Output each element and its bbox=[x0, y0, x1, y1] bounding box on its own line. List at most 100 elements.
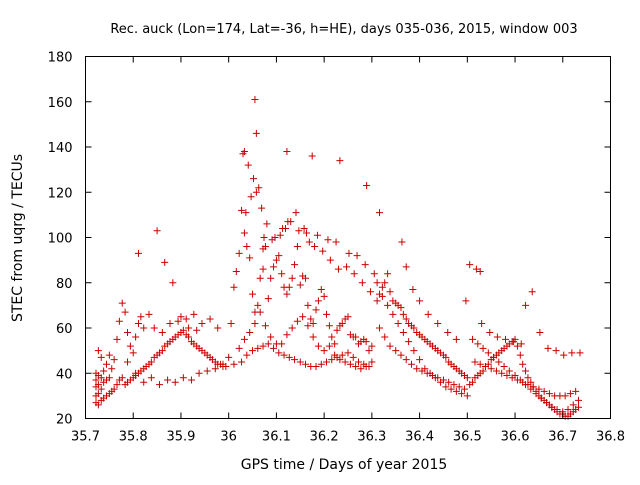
data-point bbox=[366, 288, 374, 296]
data-point bbox=[246, 329, 254, 337]
data-point bbox=[478, 319, 486, 327]
data-point bbox=[389, 310, 397, 318]
data-point bbox=[529, 383, 537, 391]
data-point bbox=[244, 161, 252, 169]
data-point bbox=[317, 360, 325, 368]
data-point bbox=[458, 390, 466, 398]
y-axis-label: STEC from uqrg / TECUs bbox=[10, 154, 26, 322]
data-point bbox=[232, 267, 240, 275]
data-point bbox=[279, 224, 287, 232]
data-point bbox=[455, 383, 463, 391]
data-point bbox=[140, 378, 148, 386]
data-point bbox=[255, 184, 263, 192]
data-point bbox=[155, 381, 163, 389]
data-point bbox=[524, 381, 532, 389]
data-point bbox=[94, 347, 102, 355]
data-point bbox=[407, 360, 415, 368]
x-tick-label: 35.8 bbox=[119, 430, 148, 445]
data-point bbox=[247, 193, 255, 201]
data-point bbox=[384, 301, 392, 309]
data-point bbox=[402, 315, 410, 323]
data-point bbox=[293, 317, 301, 325]
data-point bbox=[275, 349, 283, 357]
data-point bbox=[474, 340, 482, 348]
x-tick-label: 36.3 bbox=[357, 430, 386, 445]
data-point bbox=[519, 360, 527, 368]
data-point bbox=[328, 356, 336, 364]
data-point bbox=[296, 281, 304, 289]
data-point bbox=[118, 374, 126, 382]
data-point bbox=[291, 261, 299, 269]
data-point bbox=[113, 381, 121, 389]
data-point bbox=[500, 362, 508, 370]
data-point bbox=[487, 365, 495, 373]
data-point bbox=[276, 231, 284, 239]
y-tick-label: 120 bbox=[48, 186, 73, 201]
data-point bbox=[344, 349, 352, 357]
data-point bbox=[353, 252, 361, 260]
data-point bbox=[187, 376, 195, 384]
data-point bbox=[240, 229, 248, 237]
data-point bbox=[381, 333, 389, 341]
data-point bbox=[302, 229, 310, 237]
data-point bbox=[373, 279, 381, 287]
data-point bbox=[258, 204, 266, 212]
data-point bbox=[476, 360, 484, 368]
data-point bbox=[495, 358, 503, 366]
data-point bbox=[110, 356, 118, 364]
data-point bbox=[476, 267, 484, 275]
data-point bbox=[256, 274, 264, 282]
data-point bbox=[134, 249, 142, 257]
data-point bbox=[513, 376, 521, 384]
data-point bbox=[537, 394, 545, 402]
data-point bbox=[270, 344, 278, 352]
data-point bbox=[214, 324, 222, 332]
data-point bbox=[147, 374, 155, 382]
data-point bbox=[283, 148, 291, 156]
data-point bbox=[293, 243, 301, 251]
data-point bbox=[346, 360, 354, 368]
data-point bbox=[169, 279, 177, 287]
data-point bbox=[145, 310, 153, 318]
data-point bbox=[242, 209, 250, 217]
data-point bbox=[267, 333, 275, 341]
data-point bbox=[263, 220, 271, 228]
data-point bbox=[238, 358, 246, 366]
data-point bbox=[368, 358, 376, 366]
data-point bbox=[460, 385, 468, 393]
data-point bbox=[309, 319, 317, 327]
data-point bbox=[361, 261, 369, 269]
data-point bbox=[398, 238, 406, 246]
data-point bbox=[516, 351, 524, 359]
data-point bbox=[283, 290, 291, 298]
data-point bbox=[333, 353, 341, 361]
data-point bbox=[174, 317, 182, 325]
data-point bbox=[333, 326, 341, 334]
x-tick-label: 35.9 bbox=[166, 430, 195, 445]
data-point bbox=[490, 353, 498, 361]
data-point bbox=[254, 301, 262, 309]
data-point bbox=[442, 383, 450, 391]
data-point bbox=[250, 175, 257, 183]
data-point bbox=[405, 338, 413, 346]
data-point bbox=[341, 358, 349, 366]
data-point bbox=[384, 270, 392, 278]
data-point bbox=[240, 148, 248, 156]
data-point bbox=[553, 405, 561, 413]
data-point bbox=[469, 335, 477, 343]
data-point bbox=[103, 360, 110, 368]
y-tick-label: 100 bbox=[48, 232, 73, 247]
data-point bbox=[179, 374, 187, 382]
data-point bbox=[317, 286, 325, 294]
data-point bbox=[251, 319, 259, 327]
y-tick-label: 60 bbox=[56, 322, 73, 337]
data-point bbox=[352, 362, 360, 370]
data-point bbox=[424, 310, 432, 318]
data-point bbox=[280, 351, 288, 359]
data-point bbox=[259, 342, 267, 350]
data-point bbox=[575, 396, 583, 404]
data-point bbox=[373, 297, 381, 305]
data-point bbox=[164, 376, 172, 384]
data-point bbox=[275, 252, 283, 260]
data-point bbox=[368, 342, 376, 350]
